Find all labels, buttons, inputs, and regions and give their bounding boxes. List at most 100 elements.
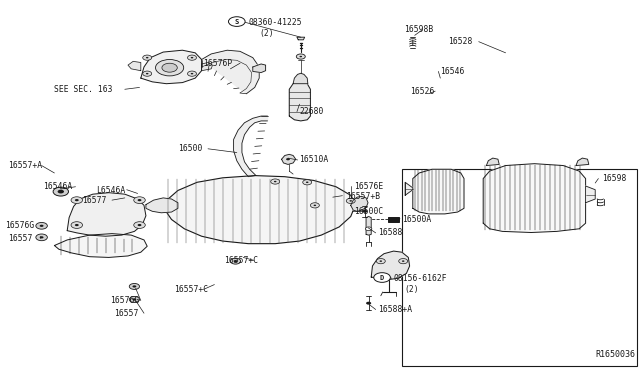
Text: SEE SEC. 163: SEE SEC. 163 (54, 85, 113, 94)
Circle shape (234, 260, 237, 262)
Circle shape (146, 57, 148, 58)
Polygon shape (146, 198, 178, 213)
Polygon shape (54, 234, 147, 257)
Text: R1650036: R1650036 (595, 350, 635, 359)
Text: 08360-41225: 08360-41225 (248, 18, 302, 27)
Circle shape (143, 71, 152, 76)
Polygon shape (576, 158, 589, 166)
Circle shape (134, 222, 145, 228)
Text: 16546A: 16546A (44, 182, 73, 191)
Circle shape (310, 203, 319, 208)
Circle shape (36, 222, 47, 229)
Circle shape (132, 298, 136, 301)
Circle shape (230, 258, 241, 264)
Text: L6546A: L6546A (96, 186, 125, 195)
Polygon shape (202, 50, 259, 94)
Text: 16588+A: 16588+A (378, 305, 412, 314)
Polygon shape (405, 182, 413, 195)
Circle shape (376, 259, 385, 264)
Circle shape (374, 273, 390, 282)
Circle shape (146, 73, 148, 74)
Polygon shape (128, 61, 141, 71)
Polygon shape (586, 186, 595, 203)
Circle shape (71, 222, 83, 228)
Text: 16557+B: 16557+B (346, 192, 380, 201)
Circle shape (71, 197, 83, 203)
Circle shape (188, 55, 196, 60)
Circle shape (40, 225, 44, 227)
Circle shape (191, 73, 193, 74)
Text: 16557+A: 16557+A (8, 161, 42, 170)
Polygon shape (483, 164, 586, 232)
Circle shape (306, 182, 308, 183)
Circle shape (156, 60, 184, 76)
Circle shape (75, 199, 79, 201)
Polygon shape (486, 158, 499, 166)
Polygon shape (282, 154, 296, 164)
Polygon shape (253, 64, 266, 73)
Circle shape (75, 224, 79, 226)
Circle shape (402, 260, 404, 262)
Bar (402, 169, 637, 366)
Text: 16500A: 16500A (402, 215, 431, 224)
Circle shape (362, 210, 367, 213)
Polygon shape (371, 251, 410, 280)
Polygon shape (413, 169, 464, 214)
Text: 16557: 16557 (8, 234, 33, 243)
Text: D: D (380, 275, 384, 280)
Circle shape (53, 187, 68, 196)
Circle shape (271, 179, 280, 184)
Text: 16546: 16546 (440, 67, 465, 76)
Polygon shape (293, 73, 308, 84)
Circle shape (58, 190, 64, 193)
Text: S: S (235, 19, 239, 25)
Text: (2): (2) (259, 29, 274, 38)
Polygon shape (67, 193, 146, 236)
Text: 16576P: 16576P (204, 59, 233, 68)
Circle shape (300, 56, 302, 57)
Circle shape (366, 302, 371, 305)
Circle shape (296, 54, 305, 59)
Polygon shape (351, 196, 368, 211)
Text: 08156-6162F: 08156-6162F (394, 274, 447, 283)
Text: 16557: 16557 (114, 309, 138, 318)
Circle shape (143, 55, 152, 60)
Circle shape (129, 296, 140, 302)
Circle shape (132, 285, 136, 288)
Text: 16557+C: 16557+C (224, 256, 258, 265)
Text: 16577: 16577 (82, 196, 106, 205)
Circle shape (162, 63, 177, 72)
Circle shape (286, 158, 290, 160)
Circle shape (134, 197, 145, 203)
Circle shape (274, 181, 276, 182)
Circle shape (228, 17, 245, 26)
Text: 16576G: 16576G (110, 296, 140, 305)
Text: 16598: 16598 (602, 174, 626, 183)
Text: 22680: 22680 (300, 107, 324, 116)
Text: 16588: 16588 (378, 228, 402, 237)
Circle shape (380, 260, 382, 262)
Text: 16576G: 16576G (5, 221, 35, 230)
Text: 16510A: 16510A (300, 155, 329, 164)
Polygon shape (202, 62, 212, 71)
Polygon shape (234, 116, 268, 177)
Circle shape (365, 227, 372, 231)
Polygon shape (165, 176, 355, 244)
Polygon shape (366, 217, 371, 235)
Circle shape (191, 57, 193, 58)
Text: 16557+C: 16557+C (174, 285, 208, 294)
Circle shape (188, 71, 196, 76)
Text: 16528: 16528 (448, 37, 472, 46)
Text: 16500: 16500 (178, 144, 202, 153)
Polygon shape (141, 50, 202, 84)
Polygon shape (297, 37, 305, 40)
Circle shape (36, 234, 47, 241)
Polygon shape (289, 81, 310, 121)
Circle shape (129, 283, 140, 289)
Circle shape (399, 259, 408, 264)
Text: 16526: 16526 (410, 87, 434, 96)
Circle shape (346, 198, 355, 203)
Text: 16576E: 16576E (354, 182, 383, 191)
Bar (388, 217, 399, 222)
Text: (2): (2) (404, 285, 419, 294)
